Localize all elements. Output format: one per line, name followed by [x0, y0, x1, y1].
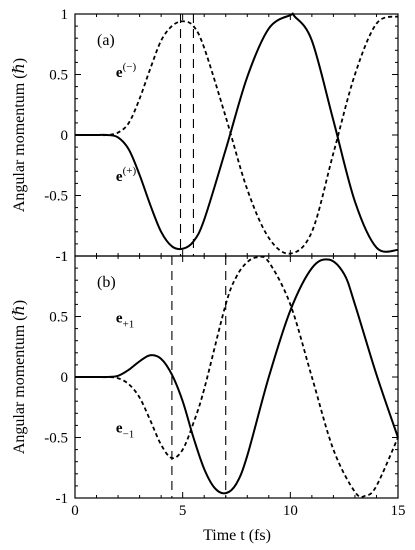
- y-tick-label: 0.5: [49, 310, 68, 326]
- y-tick-label: 1: [61, 249, 69, 265]
- series-line-2: [75, 255, 399, 498]
- x-axis-label: Time t (fs): [203, 527, 271, 544]
- y-axis-label: Angular momentum (ℏ): [11, 58, 28, 212]
- panel-label: (a): [97, 32, 115, 49]
- y-tick-label: -0.5: [44, 189, 68, 205]
- y-tick-label: 1: [61, 7, 69, 23]
- y-tick-label: 0: [61, 128, 69, 144]
- y-tick-label: -0.5: [44, 431, 68, 447]
- series-label: e(+): [116, 165, 137, 185]
- plot-frame: [74, 13, 399, 257]
- series-line-1: [75, 258, 399, 495]
- panel-label: (b): [97, 274, 116, 291]
- y-axis-label: Angular momentum (ℏ): [11, 300, 28, 454]
- y-tick-label: 0: [61, 370, 69, 386]
- plot-frame: [74, 255, 399, 499]
- panel-b: 0 5 10 15 1 0.5 0 -0.5 -1 e+1 e−1 (b) Angular moment…: [11, 249, 406, 519]
- panel-a: 1 0.5 0 -0.5 -1 e(+) e(−)(a) Angular momentum (…: [11, 7, 399, 265]
- series-label: e+1: [116, 311, 134, 331]
- y-tick-label: -1: [56, 249, 69, 265]
- x-tick-label: 10: [283, 503, 298, 519]
- series-label: e−1: [116, 421, 134, 441]
- y-tick-label: -1: [56, 491, 69, 507]
- y-tick-label: 0.5: [49, 68, 68, 84]
- x-tick-label: 15: [391, 503, 406, 519]
- x-tick-label: 0: [71, 503, 79, 519]
- x-tick-label: 5: [179, 503, 187, 519]
- series-line-2: [75, 15, 399, 255]
- series-line-1: [75, 12, 399, 253]
- series-label: e(−): [116, 61, 137, 81]
